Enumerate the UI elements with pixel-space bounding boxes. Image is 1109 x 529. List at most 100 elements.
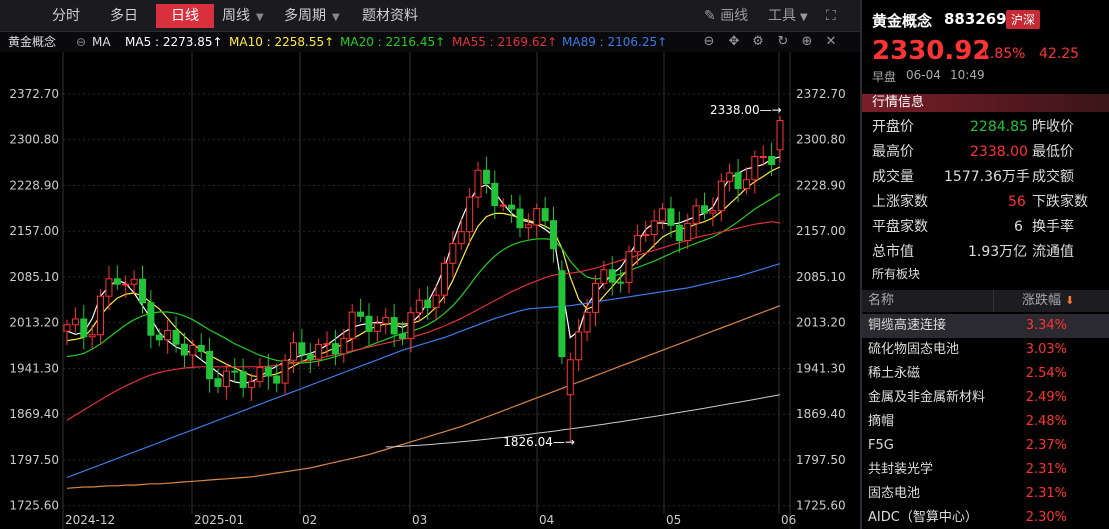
candle-body[interactable] xyxy=(357,311,365,317)
candle-body[interactable] xyxy=(289,342,297,361)
candle-body[interactable] xyxy=(306,353,314,360)
ma-selector[interactable]: MA xyxy=(92,35,111,49)
candle-body[interactable] xyxy=(734,172,742,190)
tab-weekly[interactable]: 周线 ▼ xyxy=(214,4,272,28)
candle-body[interactable] xyxy=(331,343,339,355)
candle-body[interactable] xyxy=(273,375,281,384)
candle-body[interactable] xyxy=(147,302,155,336)
candle-body[interactable] xyxy=(751,156,759,181)
candle-body[interactable] xyxy=(138,278,146,304)
candle-body[interactable] xyxy=(222,370,230,387)
candle-body[interactable] xyxy=(617,281,625,284)
sector-row[interactable]: AIDC（智算中心） 2.30% xyxy=(862,506,1109,529)
candle-body[interactable] xyxy=(415,299,423,314)
candle-body[interactable] xyxy=(424,299,432,309)
candle-body[interactable] xyxy=(768,155,776,165)
candle-body[interactable] xyxy=(726,172,734,182)
candle-body[interactable] xyxy=(155,334,163,341)
candle-body[interactable] xyxy=(365,315,373,332)
candle-body[interactable] xyxy=(642,234,650,237)
sector-row[interactable]: 稀土永磁 2.54% xyxy=(862,362,1109,386)
candle-body[interactable] xyxy=(558,270,566,358)
candle-body[interactable] xyxy=(264,366,272,377)
candle-body[interactable] xyxy=(692,205,700,224)
tab-multi-day[interactable]: 多日 xyxy=(102,4,146,28)
candle-body[interactable] xyxy=(180,343,188,356)
candle-body[interactable] xyxy=(524,224,532,229)
candle-body[interactable] xyxy=(659,208,667,222)
candle-body[interactable] xyxy=(256,366,264,383)
candle-body[interactable] xyxy=(633,235,641,253)
candle-body[interactable] xyxy=(97,295,105,336)
candle-body[interactable] xyxy=(71,318,79,326)
candle-body[interactable] xyxy=(239,371,247,388)
candle-body[interactable] xyxy=(457,231,465,245)
tools-button[interactable]: 工具 ▼ xyxy=(768,4,808,28)
candle-body[interactable] xyxy=(566,359,574,396)
candle-body[interactable] xyxy=(281,359,289,384)
sector-row[interactable]: 硫化物固态电池 3.03% xyxy=(862,338,1109,362)
candle-body[interactable] xyxy=(298,342,306,355)
candle-body[interactable] xyxy=(122,283,130,286)
candle-body[interactable] xyxy=(591,282,599,313)
candle-body[interactable] xyxy=(482,169,490,184)
candle-body[interactable] xyxy=(407,312,415,339)
candle-body[interactable] xyxy=(759,155,767,158)
candle-body[interactable] xyxy=(348,311,356,339)
candlestick-chart[interactable]: 2372.70 2372.70 2300.80 2300.80 2228.90 2228.… xyxy=(0,52,860,529)
candle-body[interactable] xyxy=(608,269,616,283)
candle-body[interactable] xyxy=(206,350,214,380)
refresh-icon[interactable]: ↻ xyxy=(777,34,789,49)
candle-body[interactable] xyxy=(516,208,524,229)
sector-row[interactable]: 金属及非金属新材料 2.49% xyxy=(862,386,1109,410)
sector-row[interactable]: 摘帽 2.48% xyxy=(862,410,1109,434)
candle-body[interactable] xyxy=(113,278,121,285)
sector-row[interactable]: F5G 2.37% xyxy=(862,434,1109,458)
candle-body[interactable] xyxy=(776,120,784,151)
candle-body[interactable] xyxy=(675,224,683,242)
chevron-down-icon[interactable]: ⊖ xyxy=(76,35,87,49)
candle-body[interactable] xyxy=(340,337,348,355)
candle-body[interactable] xyxy=(508,204,516,210)
tab-intraday[interactable]: 分时 xyxy=(44,4,88,28)
fullscreen-icon[interactable]: ⛶ xyxy=(826,8,836,24)
tab-multi-period[interactable]: 多周期 ▼ xyxy=(276,4,348,28)
draw-line-button[interactable]: ✎ 画线 xyxy=(704,4,748,28)
candle-body[interactable] xyxy=(189,345,197,356)
candle-body[interactable] xyxy=(550,220,558,250)
candle-body[interactable] xyxy=(105,278,113,297)
section-market-info[interactable]: 行情信息 xyxy=(862,94,1109,112)
candle-body[interactable] xyxy=(440,262,448,296)
candle-body[interactable] xyxy=(701,205,709,214)
tab-daily[interactable]: 日线 xyxy=(156,4,214,28)
candle-body[interactable] xyxy=(373,322,381,332)
candle-body[interactable] xyxy=(684,222,692,242)
move-icon[interactable]: ✥ xyxy=(728,34,740,49)
candle-body[interactable] xyxy=(63,324,71,332)
tab-theme-info[interactable]: 题材资料 xyxy=(354,4,426,28)
col-name-header[interactable]: 名称 xyxy=(868,293,895,308)
gear-icon[interactable]: ⚙ xyxy=(752,34,764,49)
col-pct-header[interactable]: 涨跌幅 ⬇ xyxy=(1022,290,1074,312)
minus-circle-icon[interactable]: ⊖ xyxy=(703,34,715,49)
sector-row[interactable]: 共封装光学 2.31% xyxy=(862,458,1109,482)
candle-body[interactable] xyxy=(466,196,474,233)
candle-body[interactable] xyxy=(214,378,222,387)
sector-row[interactable]: 固态电池 2.31% xyxy=(862,482,1109,506)
candle-body[interactable] xyxy=(667,208,675,226)
close-icon[interactable]: ✕ xyxy=(825,34,837,49)
candle-body[interactable] xyxy=(80,318,88,338)
candle-body[interactable] xyxy=(323,343,331,346)
candle-body[interactable] xyxy=(449,243,457,264)
candle-body[interactable] xyxy=(164,329,172,341)
candle-body[interactable] xyxy=(231,370,239,373)
candle-body[interactable] xyxy=(709,210,717,214)
candle-body[interactable] xyxy=(474,169,482,198)
candle-body[interactable] xyxy=(491,182,499,207)
candle-body[interactable] xyxy=(499,204,507,207)
candle-body[interactable] xyxy=(130,278,138,285)
candle-body[interactable] xyxy=(390,317,398,335)
candle-body[interactable] xyxy=(382,317,390,324)
candle-body[interactable] xyxy=(432,294,440,309)
sector-row[interactable]: 铜缆高速连接 3.34% xyxy=(862,314,1109,338)
